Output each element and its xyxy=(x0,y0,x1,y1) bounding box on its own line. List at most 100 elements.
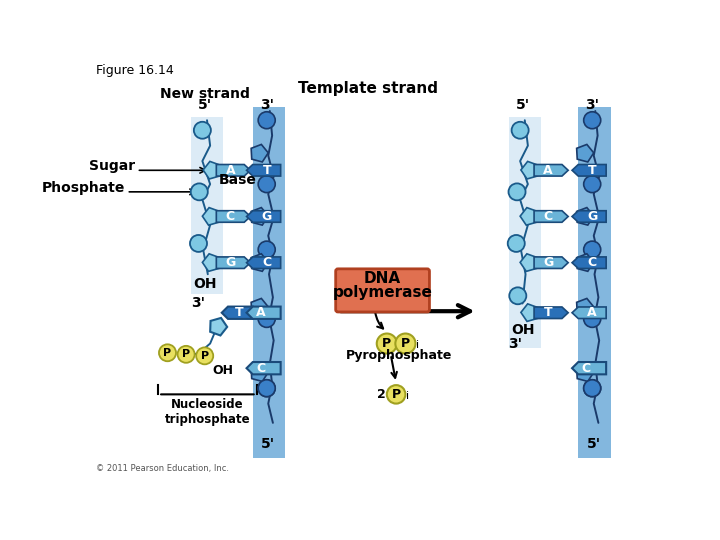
Text: C: C xyxy=(588,256,597,269)
Polygon shape xyxy=(246,257,281,268)
Polygon shape xyxy=(572,257,606,268)
Text: 5': 5' xyxy=(261,437,275,451)
Polygon shape xyxy=(572,362,606,374)
FancyBboxPatch shape xyxy=(253,107,285,457)
Text: 5': 5' xyxy=(516,98,529,112)
Text: P: P xyxy=(382,337,392,350)
Polygon shape xyxy=(246,362,281,374)
Circle shape xyxy=(190,235,207,252)
Text: G: G xyxy=(543,256,553,269)
Circle shape xyxy=(258,310,275,327)
Circle shape xyxy=(258,112,275,129)
Polygon shape xyxy=(203,161,220,179)
Circle shape xyxy=(512,122,528,139)
Polygon shape xyxy=(222,307,253,319)
Text: C: C xyxy=(225,210,235,223)
Circle shape xyxy=(258,380,275,397)
Text: © 2011 Pearson Education, Inc.: © 2011 Pearson Education, Inc. xyxy=(96,464,229,474)
Text: Nucleoside
triphosphate: Nucleoside triphosphate xyxy=(165,398,251,426)
Text: C: C xyxy=(256,362,265,375)
Text: T: T xyxy=(262,164,271,177)
Circle shape xyxy=(584,380,600,397)
Polygon shape xyxy=(202,254,220,272)
Text: G: G xyxy=(225,256,235,269)
Text: 3': 3' xyxy=(191,296,204,310)
Circle shape xyxy=(377,334,397,354)
Polygon shape xyxy=(202,207,220,225)
Polygon shape xyxy=(251,144,269,162)
Text: G: G xyxy=(587,210,598,223)
Polygon shape xyxy=(246,307,281,319)
Polygon shape xyxy=(572,165,606,176)
Text: Template strand: Template strand xyxy=(297,82,438,96)
Circle shape xyxy=(584,241,600,258)
Circle shape xyxy=(584,112,600,129)
Text: P: P xyxy=(163,348,171,358)
Circle shape xyxy=(508,235,525,252)
Text: P: P xyxy=(401,337,410,350)
FancyBboxPatch shape xyxy=(578,107,611,457)
Text: Pyrophosphate: Pyrophosphate xyxy=(346,349,452,362)
Polygon shape xyxy=(520,207,537,225)
Text: OH: OH xyxy=(510,323,534,338)
Polygon shape xyxy=(251,207,269,225)
Text: OH: OH xyxy=(193,277,217,291)
Polygon shape xyxy=(520,254,537,272)
Text: P: P xyxy=(182,349,190,359)
Text: DNA: DNA xyxy=(364,271,401,286)
Circle shape xyxy=(508,184,526,200)
Polygon shape xyxy=(521,304,538,321)
Text: Base: Base xyxy=(218,173,256,187)
Circle shape xyxy=(258,176,275,193)
Polygon shape xyxy=(534,165,568,176)
Circle shape xyxy=(178,346,194,363)
Text: 2: 2 xyxy=(377,388,385,401)
Text: T: T xyxy=(544,306,552,319)
Polygon shape xyxy=(246,165,281,176)
Polygon shape xyxy=(572,307,606,319)
Text: i: i xyxy=(406,391,410,401)
Polygon shape xyxy=(534,307,568,319)
Polygon shape xyxy=(534,257,568,268)
Polygon shape xyxy=(577,207,594,225)
Text: 3': 3' xyxy=(260,98,274,112)
Text: T: T xyxy=(235,306,244,319)
Text: 3': 3' xyxy=(508,337,523,351)
Circle shape xyxy=(191,184,208,200)
Text: A: A xyxy=(588,306,597,319)
Text: A: A xyxy=(256,306,265,319)
Text: T: T xyxy=(588,164,596,177)
Circle shape xyxy=(159,345,176,361)
Text: polymerase: polymerase xyxy=(333,285,433,300)
Polygon shape xyxy=(210,318,228,335)
Text: C: C xyxy=(582,362,590,375)
Text: New strand: New strand xyxy=(160,87,250,101)
Polygon shape xyxy=(572,211,606,222)
Circle shape xyxy=(584,310,600,327)
Circle shape xyxy=(509,287,526,304)
Polygon shape xyxy=(577,299,594,316)
Text: P: P xyxy=(201,351,209,361)
Polygon shape xyxy=(577,364,594,381)
Text: 5': 5' xyxy=(587,437,600,451)
Circle shape xyxy=(258,241,275,258)
Polygon shape xyxy=(216,211,251,222)
Polygon shape xyxy=(521,161,538,179)
Text: P: P xyxy=(392,388,401,401)
Polygon shape xyxy=(246,211,281,222)
Text: C: C xyxy=(544,210,552,223)
FancyBboxPatch shape xyxy=(191,117,223,294)
Text: A: A xyxy=(225,164,235,177)
Circle shape xyxy=(196,347,213,365)
Polygon shape xyxy=(251,254,269,271)
Polygon shape xyxy=(577,144,594,162)
Text: 3': 3' xyxy=(585,98,599,112)
Polygon shape xyxy=(251,299,269,316)
Text: OH: OH xyxy=(212,364,233,377)
Text: 5': 5' xyxy=(197,98,212,112)
Text: G: G xyxy=(261,210,272,223)
Text: A: A xyxy=(543,164,553,177)
Circle shape xyxy=(258,380,275,397)
Circle shape xyxy=(194,122,211,139)
FancyBboxPatch shape xyxy=(508,117,541,348)
